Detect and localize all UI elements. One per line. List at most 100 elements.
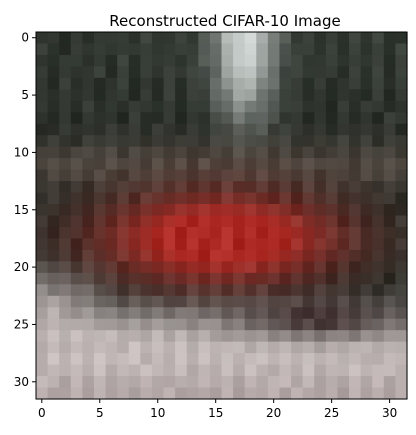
image-pixel [222,250,234,262]
image-pixel [337,216,349,228]
image-pixel [140,284,152,296]
image-pixel [198,204,210,216]
image-pixel [291,43,303,55]
image-pixel [36,365,48,377]
image-pixel [140,181,152,193]
image-pixel [384,89,396,101]
image-pixel [140,101,152,113]
image-pixel [314,273,326,285]
image-pixel [361,353,373,365]
image-pixel [59,204,71,216]
image-pixel [303,204,315,216]
image-pixel [337,319,349,331]
image-pixel [140,124,152,136]
image-pixel [326,307,338,319]
image-pixel [59,135,71,147]
image-pixel [314,135,326,147]
image-pixel [245,261,257,273]
image-pixel [372,66,384,78]
image-pixel [395,238,407,250]
image-pixel [129,43,141,55]
image-pixel [94,307,106,319]
image-pixel [337,89,349,101]
image-pixel [245,193,257,205]
image-pixel [222,330,234,342]
image-pixel [361,296,373,308]
image-pixel [268,227,280,239]
image-pixel [82,193,94,205]
image-pixel [152,273,164,285]
image-pixel [291,284,303,296]
image-pixel [152,66,164,78]
image-pixel [291,101,303,113]
image-pixel [164,238,176,250]
image-pixel [36,238,48,250]
image-pixel [314,261,326,273]
image-pixel [129,193,141,205]
image-pixel [395,78,407,90]
image-pixel [117,89,129,101]
image-pixel [117,353,129,365]
image-pixel [279,319,291,331]
image-pixel [198,307,210,319]
image-pixel [175,388,187,400]
image-pixel [48,284,60,296]
image-pixel [71,227,83,239]
image-pixel [279,261,291,273]
image-pixel [106,216,118,228]
image-pixel [94,89,106,101]
image-pixel [59,284,71,296]
image-pixel [349,124,361,136]
image-pixel [129,101,141,113]
image-pixel [245,147,257,159]
image-pixel [59,158,71,170]
image-pixel [314,319,326,331]
image-pixel [129,227,141,239]
image-pixel [106,388,118,400]
image-pixel [349,147,361,159]
image-pixel [372,89,384,101]
image-pixel [268,238,280,250]
image-pixel [384,342,396,354]
image-pixel [233,181,245,193]
image-pixel [210,342,222,354]
image-pixel [303,32,315,44]
image-pixel [256,135,268,147]
image-pixel [59,112,71,124]
image-pixel [291,376,303,388]
image-pixel [129,296,141,308]
image-pixel [349,32,361,44]
image-pixel [384,135,396,147]
image-pixel [82,216,94,228]
image-pixel [59,193,71,205]
image-pixel [256,319,268,331]
image-pixel [337,296,349,308]
image-pixel [222,388,234,400]
image-pixel [175,147,187,159]
image-pixel [82,135,94,147]
image-pixel [117,227,129,239]
image-pixel [222,307,234,319]
image-pixel [152,216,164,228]
image-pixel [222,66,234,78]
image-pixel [303,89,315,101]
image-pixel [129,250,141,262]
image-pixel [233,55,245,67]
image-pixel [268,261,280,273]
image-pixel [384,307,396,319]
image-pixel [210,261,222,273]
image-pixel [187,376,199,388]
image-pixel [175,376,187,388]
image-pixel [94,147,106,159]
image-pixel [233,216,245,228]
image-pixel [349,193,361,205]
image-pixel [245,204,257,216]
image-pixel [175,238,187,250]
image-pixel [245,319,257,331]
image-pixel [48,376,60,388]
image-pixel [94,273,106,285]
image-pixel [187,158,199,170]
image-pixel [326,342,338,354]
image-pixel [268,66,280,78]
image-pixel [245,227,257,239]
